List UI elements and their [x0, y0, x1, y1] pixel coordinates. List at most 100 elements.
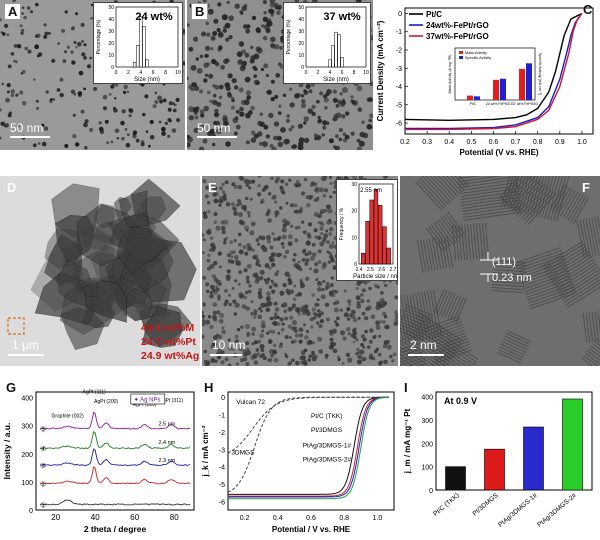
- nanoparticle: [361, 288, 366, 293]
- nanoparticle: [303, 177, 308, 182]
- nanoparticle: [330, 341, 335, 346]
- nanoparticle: [249, 197, 253, 201]
- y-tick-label: 50: [108, 5, 114, 11]
- chart-g: 20 40 60 80 0 100 200 300 400 2 theta / degree Int…: [2, 389, 195, 534]
- curve-label: PtAg/3DMGS-1#: [303, 443, 352, 450]
- nanoparticle: [62, 59, 67, 63]
- x-axis-label: Potential (V vs. RHE): [459, 148, 538, 157]
- nanoparticle: [315, 321, 320, 325]
- nanoparticle: [266, 277, 271, 281]
- nanoparticle: [250, 300, 254, 304]
- nanoparticle: [300, 94, 305, 98]
- x-axis-label: Potential / V vs. RHE: [272, 525, 351, 534]
- nanoparticle: [83, 56, 87, 60]
- lattice-fringe: [425, 227, 444, 252]
- lattice-fringe: [432, 176, 461, 195]
- nanoparticle: [297, 312, 301, 316]
- lattice-fringe: [400, 345, 422, 358]
- nanoparticle: [192, 82, 197, 88]
- nanoparticle: [238, 202, 243, 206]
- nanoparticle: [56, 88, 61, 92]
- lattice-fringe: [504, 335, 529, 348]
- nanoparticle: [293, 203, 298, 208]
- nanoparticle: [328, 138, 334, 144]
- nanoparticle: [257, 176, 262, 178]
- nanoparticle: [279, 317, 284, 322]
- nanoparticle: [318, 349, 324, 354]
- y-tick-label: 20: [351, 209, 357, 215]
- lattice-fringe: [439, 291, 451, 316]
- y-tick-label: 30: [351, 182, 357, 188]
- nanoparticle: [317, 221, 321, 225]
- lattice-fringe: [492, 277, 525, 282]
- x-axis-label: Size (nm): [323, 77, 349, 83]
- curve-pt-3dmgs: [228, 396, 389, 497]
- nanoparticle: [383, 315, 388, 319]
- nanoparticle: [319, 211, 323, 215]
- lattice-fringe: [400, 323, 426, 336]
- nanoparticle: [113, 106, 116, 110]
- nanoparticle: [277, 331, 281, 335]
- nanoparticle: [258, 141, 264, 146]
- lattice-fringe: [475, 223, 481, 259]
- nanoparticle: [281, 245, 285, 249]
- y-tick-label: 100: [421, 465, 433, 472]
- nanoparticle: [323, 97, 329, 103]
- nanoparticle: [322, 280, 326, 283]
- lattice-fringe: [458, 176, 517, 183]
- lattice-plane-label: (111): [492, 256, 517, 268]
- nanoparticle: [326, 89, 332, 95]
- nanoparticle: [274, 179, 279, 184]
- nanoparticle: [367, 305, 372, 311]
- lattice-fringe: [400, 296, 404, 344]
- lattice-fringe: [415, 181, 443, 211]
- lattice-fringe: [541, 240, 584, 268]
- nanoparticle: [305, 84, 311, 89]
- nanoparticle: [10, 89, 15, 94]
- nanoparticle: [199, 54, 204, 59]
- lattice-fringe: [565, 193, 582, 220]
- crystal-grain: [400, 289, 443, 345]
- nanoparticle: [298, 327, 304, 333]
- lattice-fringe: [505, 332, 531, 345]
- nanoparticle: [236, 327, 241, 332]
- nanoparticle: [347, 299, 352, 304]
- lattice-fringe: [527, 193, 557, 225]
- nanoparticle: [161, 126, 166, 132]
- nanoparticle: [231, 202, 235, 206]
- nanoparticle: [326, 250, 330, 254]
- nanoparticle: [52, 98, 56, 101]
- nanoparticle: [293, 182, 298, 187]
- nanoparticle: [289, 203, 294, 208]
- lattice-fringe: [433, 288, 445, 314]
- panel-i-label: I: [404, 380, 408, 395]
- plot-frame: [404, 7, 594, 135]
- lattice-fringe: [432, 361, 464, 366]
- nanoparticle: [128, 108, 132, 112]
- nanoparticle: [297, 123, 303, 129]
- nanoparticle: [196, 67, 203, 74]
- nanoparticle: [205, 45, 211, 52]
- histogram-bar: [369, 199, 374, 265]
- x-tick-label: 8: [353, 70, 356, 76]
- nanoparticle: [59, 92, 64, 98]
- nanoparticle: [285, 118, 291, 123]
- nanoparticle: [6, 90, 10, 94]
- nanoparticle: [204, 53, 209, 58]
- nanoparticle: [237, 185, 243, 190]
- lattice-fringe: [422, 239, 430, 272]
- nanoparticle: [210, 35, 216, 41]
- chart-i: 0 100 200 300 400 j_m / mA mg⁻¹ Pt At 0.9 V Pt/…: [403, 391, 593, 529]
- nanoparticle: [4, 123, 9, 128]
- nanoparticle: [274, 307, 280, 312]
- x-tick-label: 0: [305, 70, 308, 76]
- scale-label-f: 2 nm: [410, 338, 437, 352]
- y-tick-label: -4: [396, 84, 402, 91]
- y-axis-label: Intensity / a.u.: [2, 423, 12, 480]
- nanoparticle: [360, 293, 364, 297]
- nanoparticle: [271, 262, 276, 267]
- nanoparticle: [293, 210, 297, 214]
- nanoparticle: [368, 353, 374, 358]
- y-tick-label: 0: [398, 11, 402, 18]
- nanoparticle: [287, 362, 291, 366]
